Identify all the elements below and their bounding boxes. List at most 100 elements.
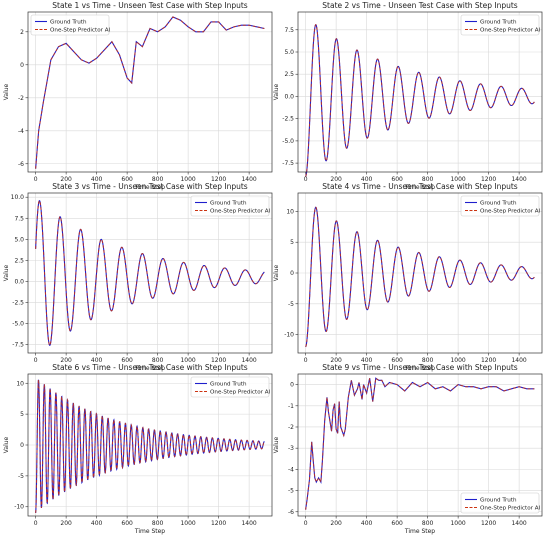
x-tick-label: 200 — [60, 357, 72, 364]
series-line-predictor — [35, 379, 265, 513]
x-tick-label: 1400 — [511, 357, 526, 364]
y-axis-label: Value — [273, 264, 280, 281]
x-tick-label: 1000 — [180, 357, 195, 364]
legend-label: Ground Truth — [210, 201, 247, 207]
x-tick-label: 0 — [304, 357, 308, 364]
x-tick-label: 1400 — [511, 520, 526, 527]
legend-label: One-Step Predictor AI — [210, 390, 271, 396]
y-tick-label: -2 — [288, 424, 294, 431]
y-tick-label: -2 — [18, 95, 24, 102]
x-tick-label: 200 — [330, 520, 342, 527]
x-tick-label: 1200 — [211, 176, 226, 183]
x-tick-label: 200 — [330, 357, 342, 364]
x-tick-label: 800 — [152, 176, 164, 183]
x-tick-label: 0 — [304, 520, 308, 527]
legend: Ground Truth One-Step Predictor AI — [190, 195, 271, 217]
y-tick-label: 0 — [290, 270, 294, 277]
y-tick-label: -4 — [288, 466, 294, 473]
y-tick-label: 10.0 — [11, 194, 25, 201]
chart-title: State 1 vs Time - Unseen Test Case with … — [52, 1, 248, 10]
x-tick-label: 200 — [60, 520, 72, 527]
x-tick-label: 0 — [34, 176, 38, 183]
x-axis-label: Time Step — [134, 365, 165, 372]
plot-frame — [27, 373, 273, 517]
legend-label: One-Step Predictor AI — [480, 209, 541, 215]
legend: Ground Truth One-Step Predictor AI — [190, 376, 271, 398]
x-tick-label: 1400 — [241, 520, 256, 527]
legend-label: One-Step Predictor AI — [50, 28, 111, 34]
x-tick-label: 1200 — [211, 520, 226, 527]
y-tick-label: -5 — [288, 301, 294, 308]
y-tick-label: 5.0 — [284, 49, 294, 56]
legend-box — [460, 195, 540, 217]
x-tick-label: 400 — [91, 357, 103, 364]
series-line-ground-truth — [35, 16, 265, 169]
x-tick-label: 1000 — [450, 176, 465, 183]
series-line-predictor — [35, 16, 265, 169]
y-tick-label: -5.0 — [282, 138, 294, 145]
x-tick-label: 1000 — [180, 176, 195, 183]
x-tick-label: 800 — [422, 357, 434, 364]
chart-grid: State 1 vs Time - Unseen Test Case with … — [3, 1, 543, 535]
legend-box — [30, 14, 110, 36]
y-tick-label: -2.5 — [282, 116, 294, 123]
y-tick-label: -7.5 — [12, 342, 24, 349]
chart-panel: State 2 vs Time - Unseen Test Case with … — [273, 1, 543, 191]
x-tick-label: 1400 — [511, 176, 526, 183]
x-tick-label: 800 — [152, 357, 164, 364]
legend-label: Ground Truth — [480, 498, 517, 504]
y-tick-label: -5.0 — [12, 321, 24, 328]
chart-title: State 6 vs Time - Unseen Test Case with … — [52, 363, 248, 372]
x-tick-label: 1000 — [450, 520, 465, 527]
x-tick-label: 1200 — [481, 520, 496, 527]
x-tick-label: 1200 — [481, 176, 496, 183]
x-tick-label: 0 — [304, 176, 308, 183]
y-tick-label: 0.0 — [14, 278, 24, 285]
plot-frame — [297, 11, 543, 173]
x-tick-label: 400 — [361, 357, 373, 364]
chart-panel: State 3 vs Time - Unseen Test Case with … — [3, 182, 273, 372]
x-tick-label: 600 — [391, 357, 403, 364]
chart-panel: State 4 vs Time - Unseen Test Case with … — [273, 182, 543, 372]
y-tick-label: -10 — [14, 504, 24, 511]
x-tick-label: 1200 — [481, 357, 496, 364]
plot-frame — [297, 373, 543, 517]
y-axis-label: Value — [273, 436, 280, 453]
x-tick-label: 600 — [121, 176, 133, 183]
y-axis-label: Value — [3, 83, 10, 100]
y-tick-label: 0.0 — [284, 93, 294, 100]
x-tick-label: 200 — [60, 176, 72, 183]
y-tick-label: -6 — [288, 509, 294, 516]
legend-box — [190, 195, 270, 217]
x-tick-label: 600 — [391, 520, 403, 527]
y-tick-label: 0 — [290, 382, 294, 389]
y-tick-label: 10 — [286, 208, 294, 215]
y-tick-label: 5.0 — [14, 236, 24, 243]
series-line-predictor — [305, 206, 535, 348]
y-axis-label: Value — [3, 436, 10, 453]
series-line-ground-truth — [305, 23, 535, 177]
y-tick-label: -2.5 — [12, 299, 24, 306]
x-tick-label: 400 — [91, 176, 103, 183]
chart-title: State 2 vs Time - Unseen Test Case with … — [322, 1, 518, 10]
y-tick-label: -5 — [18, 473, 24, 480]
legend-label: Ground Truth — [50, 20, 87, 26]
x-axis-label: Time Step — [134, 528, 165, 535]
chart-title: State 9 vs Time - Unseen Test Case with … — [322, 363, 518, 372]
legend-label: Ground Truth — [480, 201, 517, 207]
x-tick-label: 600 — [121, 357, 133, 364]
x-tick-label: 800 — [422, 520, 434, 527]
legend-label: One-Step Predictor AI — [480, 506, 541, 512]
legend: Ground Truth One-Step Predictor AI — [460, 195, 541, 217]
chart-title: State 3 vs Time - Unseen Test Case with … — [52, 182, 248, 191]
series-line-ground-truth — [305, 206, 535, 348]
y-tick-label: 5 — [290, 239, 294, 246]
x-axis-label: Time Step — [404, 184, 435, 191]
x-axis-label: Time Step — [134, 184, 165, 191]
y-tick-label: -1 — [288, 403, 294, 410]
legend-box — [190, 376, 270, 398]
y-tick-label: 7.5 — [284, 27, 294, 34]
legend: Ground Truth One-Step Predictor AI — [30, 14, 111, 36]
x-tick-label: 1000 — [180, 520, 195, 527]
